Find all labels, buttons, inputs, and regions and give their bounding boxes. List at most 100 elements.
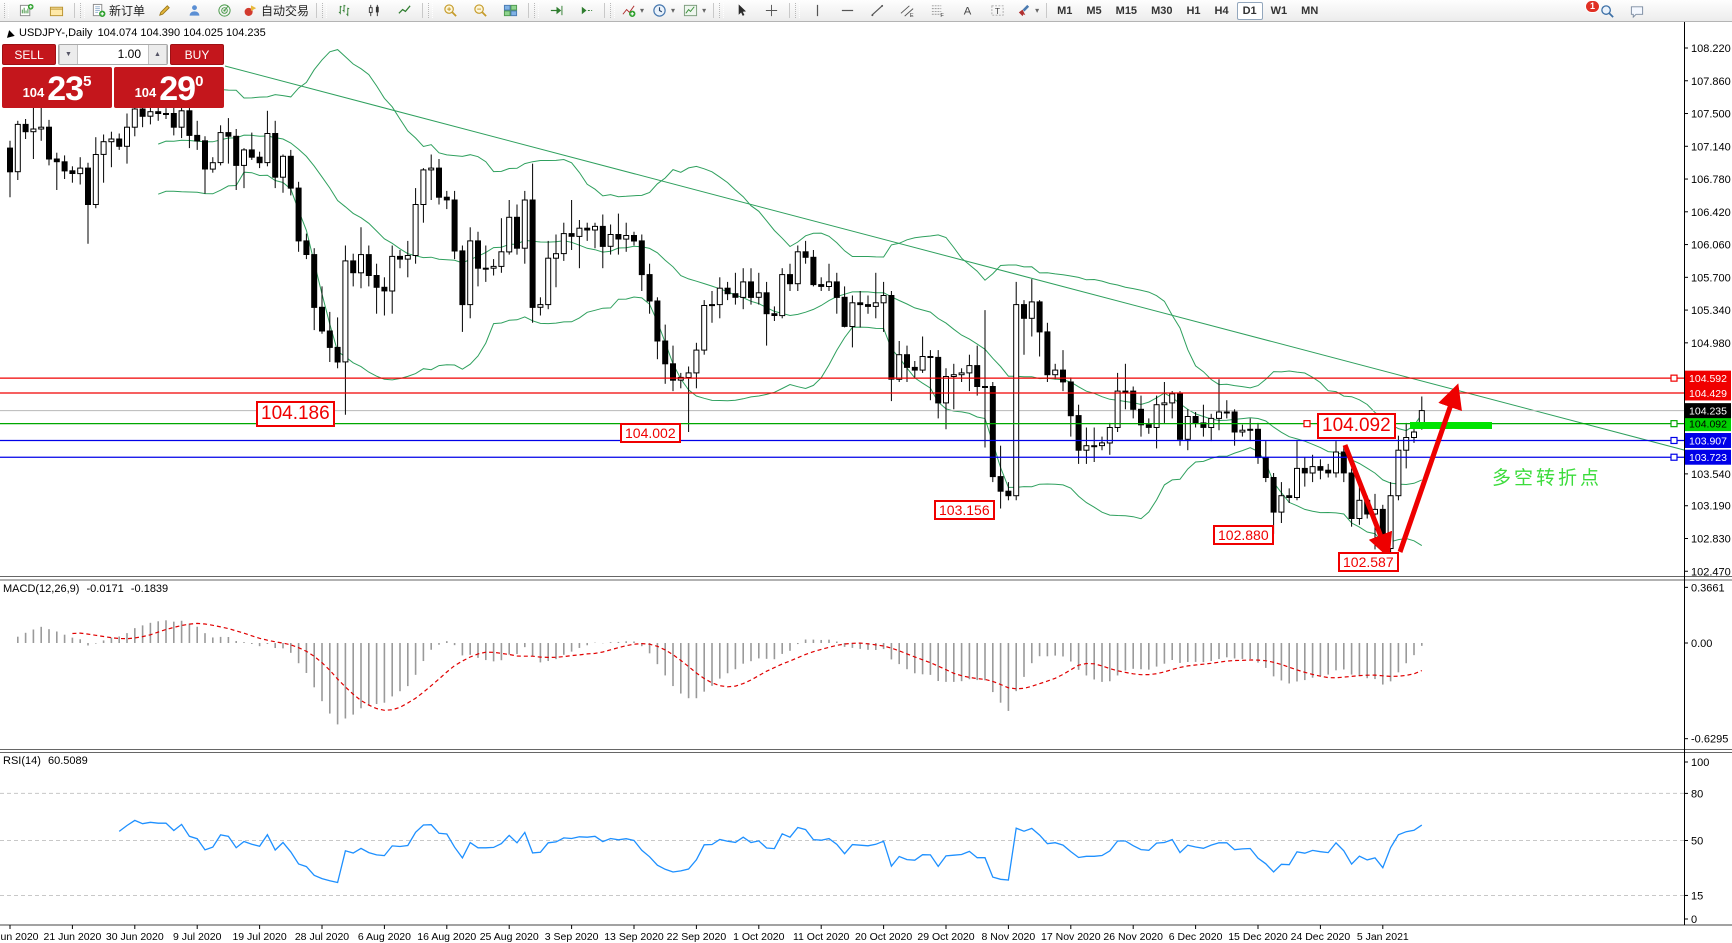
horizontal-line-button[interactable] (832, 0, 862, 22)
candle-body (1255, 428, 1261, 458)
axis-tick-label: 106.060 (1691, 240, 1731, 252)
price-callout-104.002[interactable]: 104.002 (620, 423, 681, 443)
level-anchor-square[interactable] (1670, 420, 1678, 428)
level-anchor-square[interactable] (1670, 374, 1678, 382)
time-tick-label: 6 Dec 2020 (1169, 931, 1223, 943)
current-price-tag[interactable]: 104.235 (1685, 403, 1731, 419)
profiles-button[interactable] (41, 0, 71, 22)
price-tag-103.907[interactable]: 103.907 (1685, 432, 1731, 448)
indicators-button[interactable]: ▾ (617, 0, 648, 22)
volume-decrease-button[interactable]: ▼ (59, 45, 78, 64)
chart-window[interactable]: 108.220 107.860 107.500 107.140 106.780 106.4… (0, 22, 1732, 943)
highlight-bar[interactable] (1410, 422, 1492, 429)
bull-bear-turning-point-note[interactable]: 多空转折点 (1492, 468, 1603, 489)
candles (7, 93, 1425, 561)
time-tick-label: 1 Oct 2020 (733, 931, 785, 943)
periods-icon (652, 3, 667, 18)
new-chart-button[interactable] (11, 0, 41, 22)
search-button[interactable] (1592, 0, 1622, 22)
rsi-panel[interactable] (0, 792, 1684, 896)
timeframe-M15[interactable]: M15 (1115, 4, 1138, 17)
bollinger-lower-band[interactable] (158, 171, 1423, 547)
timeframe-MN[interactable]: MN (1301, 4, 1319, 17)
metaeditor-button[interactable] (149, 0, 179, 22)
indicators-dropdown-icon[interactable]: ▾ (640, 6, 645, 15)
price-tag-104.429[interactable]: 104.429 (1685, 385, 1731, 401)
arrows-icon (1016, 3, 1031, 18)
tile-windows-button[interactable] (495, 0, 525, 22)
price-tag-103.723[interactable]: 103.723 (1685, 449, 1731, 465)
arrows-dropdown-icon[interactable]: ▾ (1035, 6, 1040, 15)
macd-panel[interactable] (10, 620, 1423, 725)
cursor-button[interactable] (726, 0, 756, 22)
fibonacci-button[interactable]: F (922, 0, 952, 22)
candle-body (958, 372, 965, 376)
chart-shift-button[interactable] (571, 0, 601, 22)
candle-body (467, 240, 474, 306)
candle-body (748, 281, 754, 298)
candle-body (116, 138, 123, 147)
line-chart-button[interactable] (389, 0, 419, 22)
candle-body (1411, 431, 1417, 438)
price-callout-104.186[interactable]: 104.186 (256, 401, 335, 427)
periods-button[interactable]: ▾ (648, 0, 679, 22)
arrows-button[interactable]: ▾ (1012, 0, 1043, 22)
toolbar-separator (604, 3, 606, 18)
price-chart-canvas[interactable]: 108.220 107.860 107.500 107.140 106.780 106.4… (0, 22, 1732, 943)
chat-button[interactable] (1622, 0, 1652, 22)
volume-value[interactable]: 1.00 (117, 47, 141, 61)
expert-advisors-button[interactable] (209, 0, 239, 22)
price-callout-103.156[interactable]: 103.156 (934, 500, 995, 520)
periods-dropdown-icon[interactable]: ▾ (671, 6, 676, 15)
trendline-button[interactable] (862, 0, 892, 22)
candle-body (732, 293, 739, 298)
candle-body (202, 140, 208, 170)
price-axis[interactable]: 108.220 107.860 107.500 107.140 106.780 106.4… (1684, 43, 1731, 926)
templates-button[interactable]: ▾ (679, 0, 710, 22)
price-callout-102.880[interactable]: 102.880 (1213, 525, 1274, 545)
community-button[interactable] (179, 0, 209, 22)
candle-body (989, 386, 996, 478)
buy-button[interactable]: BUY (170, 44, 224, 65)
autotrading-button[interactable]: 自动交易 (239, 0, 313, 22)
time-tick-label: 16 Aug 2020 (417, 931, 476, 943)
down-arrow[interactable] (1342, 444, 1393, 559)
timeframe-H1[interactable]: H1 (1186, 4, 1201, 17)
vertical-line-button[interactable] (802, 0, 832, 22)
level-anchor-square[interactable] (1670, 453, 1678, 461)
candlestick-chart-button[interactable] (359, 0, 389, 22)
sell-button[interactable]: SELL (2, 44, 56, 65)
timeframe-M1[interactable]: M1 (1057, 4, 1073, 17)
bar-chart-button[interactable] (329, 0, 359, 22)
price-tag-104.092[interactable]: 104.092 (1685, 416, 1731, 432)
buy-price-button[interactable]: 104 29 0 (114, 67, 224, 108)
text-button[interactable]: A (952, 0, 982, 22)
zoom-out-button[interactable] (465, 0, 495, 22)
auto-scroll-button[interactable] (541, 0, 571, 22)
time-axis[interactable]: 11 Jun 2020 21 Jun 2020 30 Jun 2020 9 Jul 2… (0, 925, 1409, 943)
price-tag-104.592[interactable]: 104.592 (1685, 370, 1731, 386)
toolbar-separator (713, 3, 715, 18)
candle-body (1161, 402, 1168, 406)
price-callout-102.587[interactable]: 102.587 (1338, 552, 1399, 572)
current-price-tag-text: 104.235 (1689, 406, 1727, 418)
timeframe-D1[interactable]: D1 (1236, 1, 1263, 20)
crosshair-button[interactable] (756, 0, 786, 22)
new-order-button[interactable]: 新订单 (87, 0, 149, 22)
text-label-button[interactable]: T (982, 0, 1012, 22)
price-callout-104.092[interactable]: 104.092 (1317, 413, 1396, 439)
timeframe-W1[interactable]: W1 (1270, 4, 1288, 17)
timeframe-H4[interactable]: H4 (1214, 4, 1229, 17)
candle-body (857, 302, 864, 306)
templates-dropdown-icon[interactable]: ▾ (702, 6, 707, 15)
timeframe-M5[interactable]: M5 (1086, 4, 1102, 17)
level-anchor-square[interactable] (1670, 436, 1678, 445)
equidistant-channel-button[interactable]: E (892, 0, 922, 22)
zoom-in-button[interactable] (435, 0, 465, 22)
timeframe-M30[interactable]: M30 (1151, 4, 1173, 17)
volume-increase-button[interactable]: ▲ (148, 45, 167, 64)
volume-stepper[interactable]: ▼ 1.00 ▲ (58, 44, 168, 65)
bollinger-upper-band[interactable] (158, 49, 1423, 432)
up-arrow[interactable] (1397, 383, 1462, 553)
sell-price-button[interactable]: 104 23 5 (2, 67, 112, 108)
